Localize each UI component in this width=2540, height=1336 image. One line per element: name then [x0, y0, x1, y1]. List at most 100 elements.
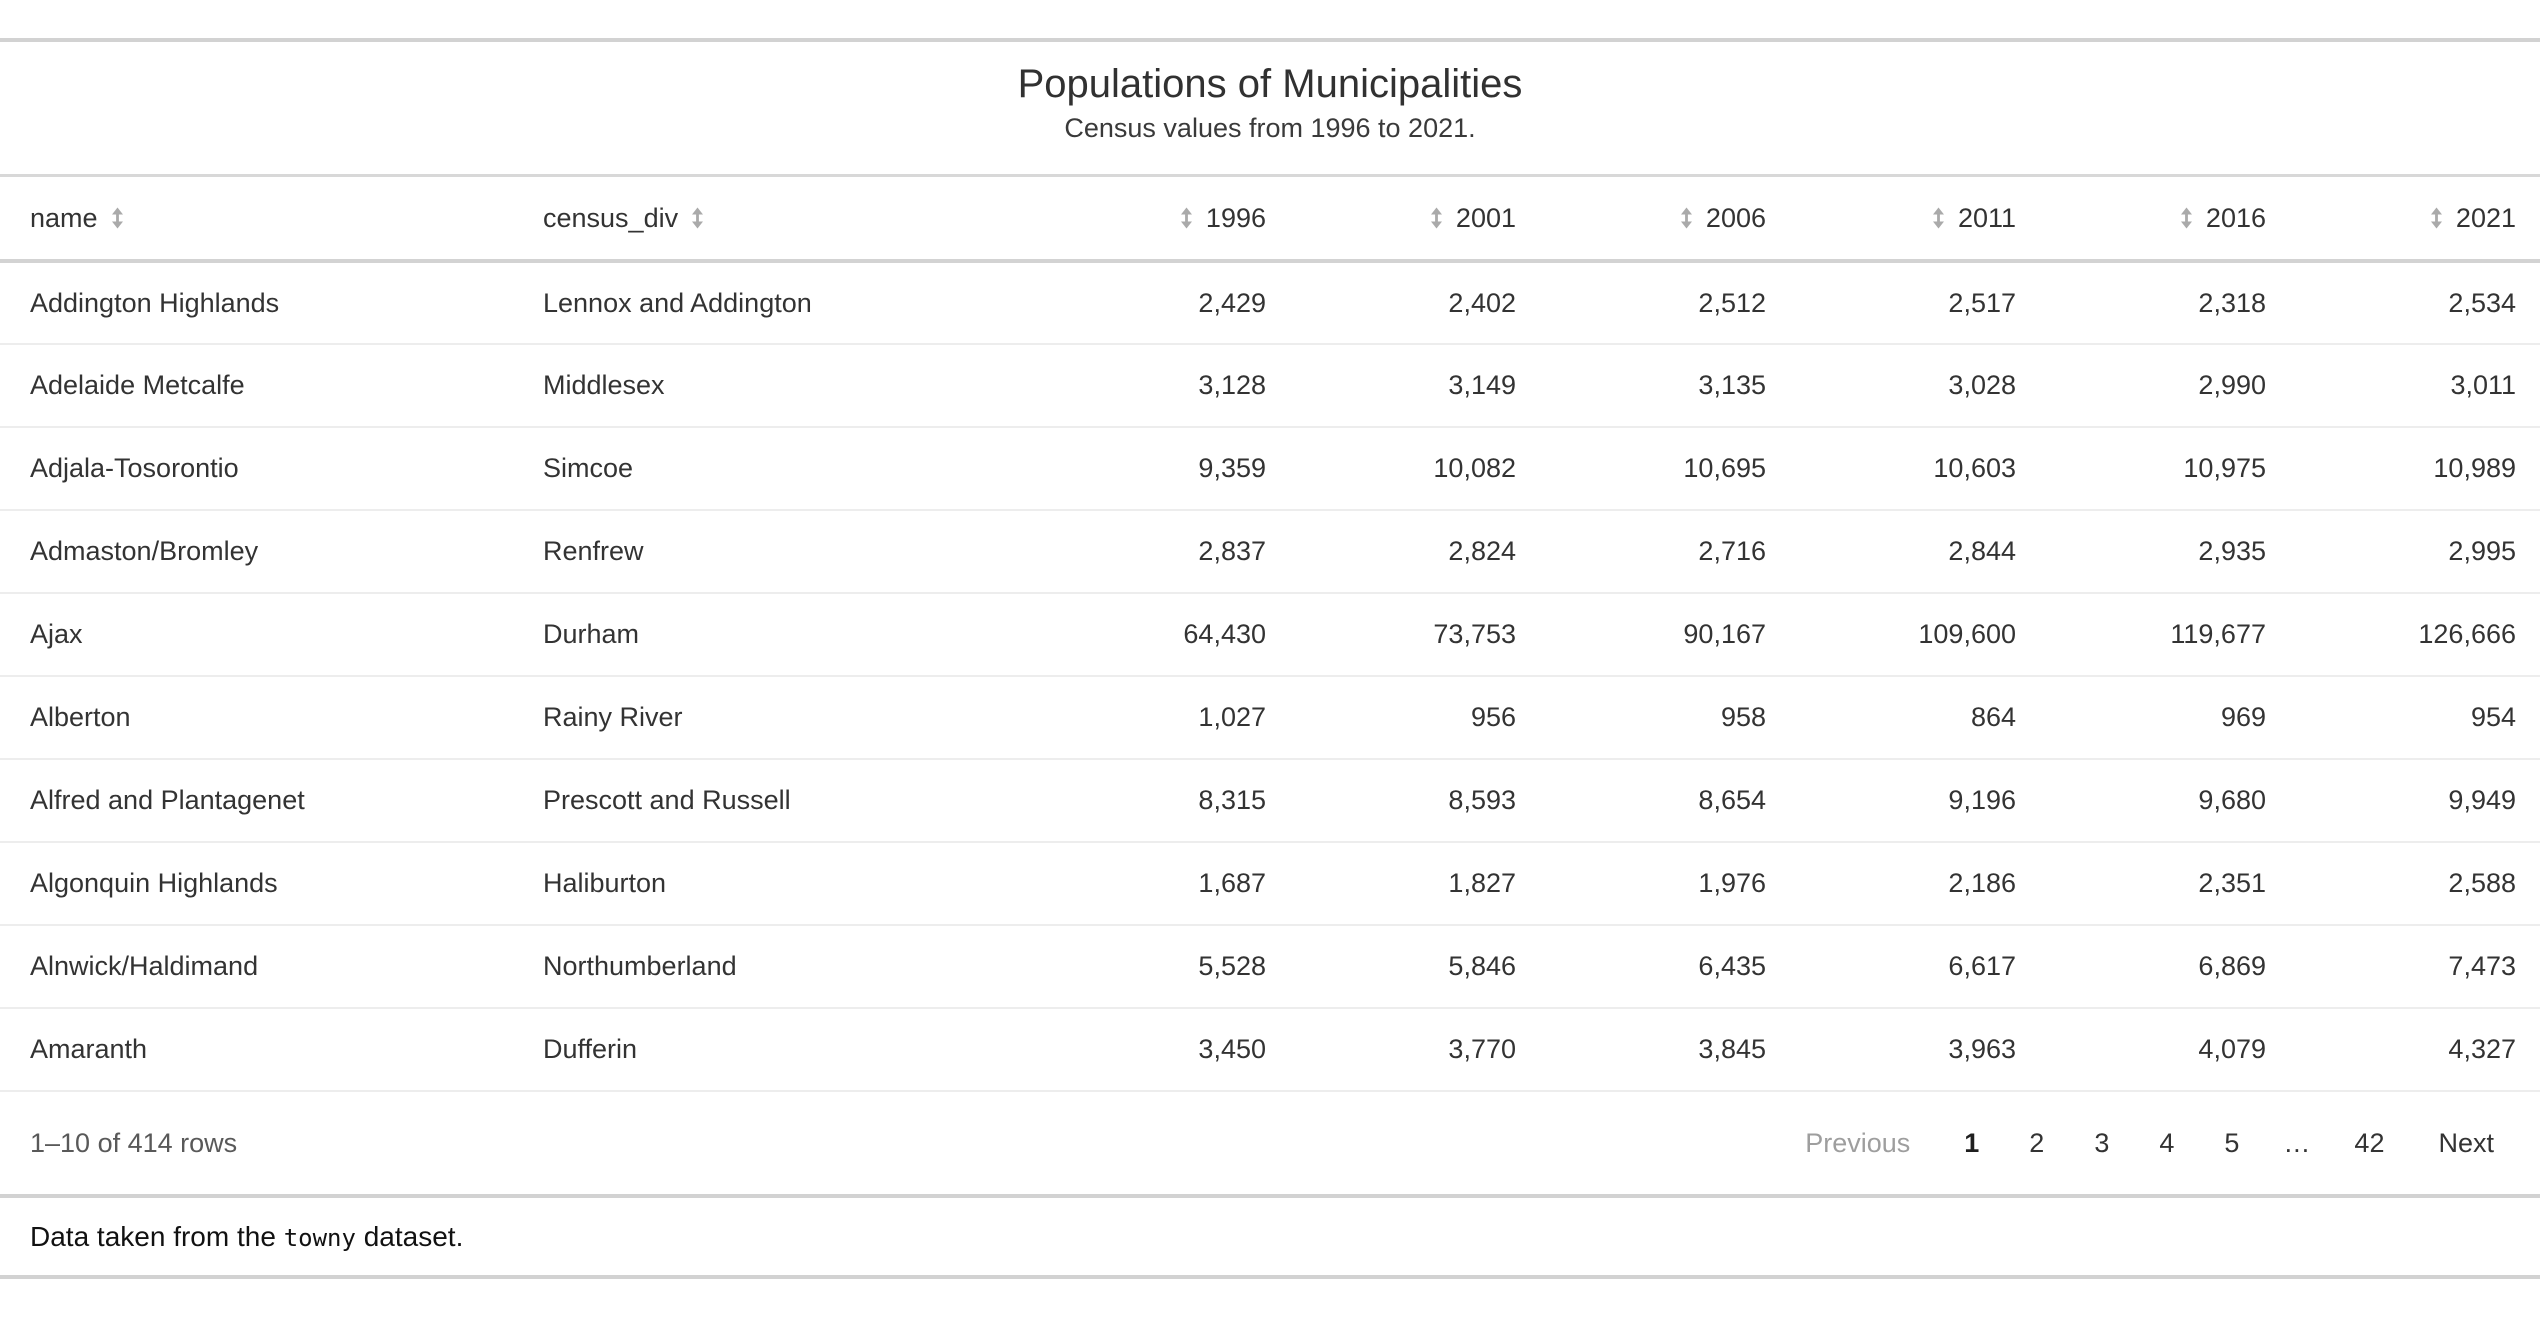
cell-2011: 2,517 [1790, 261, 2040, 345]
source-note: Data taken from the towny dataset. [0, 1198, 2540, 1279]
page-button-3[interactable]: 3 [2088, 1129, 2115, 1157]
column-label: 1996 [1205, 202, 1266, 233]
cell-1996: 64,430 [1040, 593, 1290, 677]
cell-census_div: Durham [513, 593, 1040, 677]
cell-name: Ajax [0, 593, 513, 677]
cell-2016: 10,975 [2040, 427, 2290, 511]
table-row: Algonquin Highlands Haliburton 1,687 1,827 1… [0, 842, 2540, 926]
column-header-name[interactable]: name [0, 177, 513, 263]
sort-icon [1680, 207, 1692, 229]
table-row: Amaranth Dufferin 3,450 3,770 3,845 3,963 4,07… [0, 1008, 2540, 1092]
cell-2021: 2,995 [2290, 510, 2540, 594]
cell-2016: 2,990 [2040, 344, 2290, 428]
source-note-text: Data taken from the towny dataset. [30, 1220, 464, 1252]
cell-2021: 954 [2290, 676, 2540, 760]
cell-1996: 1,027 [1040, 676, 1290, 760]
cell-2016: 2,318 [2040, 261, 2290, 345]
sort-icon [2430, 207, 2442, 229]
next-page-button[interactable]: Next [2428, 1129, 2500, 1157]
cell-2011: 3,963 [1790, 1008, 2040, 1092]
cell-2001: 3,149 [1290, 344, 1540, 428]
municipalities-table: name census_div 1996 2001 2006 2011 2016… [0, 177, 2540, 1092]
cell-2006: 8,654 [1540, 759, 1790, 843]
cell-census_div: Rainy River [513, 676, 1040, 760]
column-label: census_div [543, 202, 679, 233]
cell-1996: 1,687 [1040, 842, 1290, 926]
cell-2021: 3,011 [2290, 344, 2540, 428]
cell-1996: 9,359 [1040, 427, 1290, 511]
table-row: Alnwick/Haldimand Northumberland 5,528 5,84… [0, 925, 2540, 1009]
column-header-2016[interactable]: 2016 [2040, 177, 2290, 263]
cell-2011: 6,617 [1790, 925, 2040, 1009]
table-row: Alfred and Plantagenet Prescott and Russe… [0, 759, 2540, 843]
sort-icon [1180, 207, 1192, 229]
sort-icon [111, 207, 123, 229]
cell-2021: 9,949 [2290, 759, 2540, 843]
cell-name: Adelaide Metcalfe [0, 344, 513, 428]
column-label: 2001 [1455, 202, 1516, 233]
cell-2021: 126,666 [2290, 593, 2540, 677]
cell-census_div: Prescott and Russell [513, 759, 1040, 843]
cell-name: Addington Highlands [0, 261, 513, 345]
cell-2016: 6,869 [2040, 925, 2290, 1009]
cell-2006: 90,167 [1540, 593, 1790, 677]
cell-2006: 6,435 [1540, 925, 1790, 1009]
cell-1996: 8,315 [1040, 759, 1290, 843]
cell-name: Alberton [0, 676, 513, 760]
table-title: Populations of Municipalities [1017, 62, 1523, 106]
cell-2001: 8,593 [1290, 759, 1540, 843]
header-row: name census_div 1996 2001 2006 2011 2016… [0, 177, 2540, 263]
cell-2006: 2,716 [1540, 510, 1790, 594]
column-label: 2011 [1957, 202, 2016, 233]
cell-2011: 9,196 [1790, 759, 2040, 843]
cell-2001: 3,770 [1290, 1008, 1540, 1092]
pagination-controls: Previous 1 2 3 4 5 … 42 Next [1799, 1129, 2500, 1157]
cell-2001: 2,824 [1290, 510, 1540, 594]
cell-2021: 10,989 [2290, 427, 2540, 511]
cell-census_div: Northumberland [513, 925, 1040, 1009]
table-body: Addington Highlands Lennox and Addington 2… [0, 261, 2540, 1092]
cell-2001: 10,082 [1290, 427, 1540, 511]
column-header-2001[interactable]: 2001 [1290, 177, 1540, 263]
cell-1996: 2,429 [1040, 261, 1290, 345]
page-button-5[interactable]: 5 [2218, 1129, 2245, 1157]
column-header-census_div[interactable]: census_div [513, 177, 1040, 263]
cell-2011: 10,603 [1790, 427, 2040, 511]
cell-2006: 3,845 [1540, 1008, 1790, 1092]
cell-2011: 864 [1790, 676, 2040, 760]
cell-name: Algonquin Highlands [0, 842, 513, 926]
cell-census_div: Renfrew [513, 510, 1040, 594]
cell-2006: 2,512 [1540, 261, 1790, 345]
cell-2016: 9,680 [2040, 759, 2290, 843]
page-button-4[interactable]: 4 [2153, 1129, 2180, 1157]
table-row: Adjala-Tosorontio Simcoe 9,359 10,082 10,695… [0, 427, 2540, 511]
pagination-bar: 1–10 of 414 rows Previous 1 2 3 4 5 … 42 Next [0, 1092, 2540, 1198]
cell-name: Adjala-Tosorontio [0, 427, 513, 511]
column-header-2006[interactable]: 2006 [1540, 177, 1790, 263]
cell-name: Alfred and Plantagenet [0, 759, 513, 843]
table-row: Alberton Rainy River 1,027 956 958 864 969 954 [0, 676, 2540, 760]
table-row: Ajax Durham 64,430 73,753 90,167 109,600 119,6… [0, 593, 2540, 677]
cell-2001: 1,827 [1290, 842, 1540, 926]
cell-2006: 1,976 [1540, 842, 1790, 926]
page-button-2[interactable]: 2 [2023, 1129, 2050, 1157]
column-header-2011[interactable]: 2011 [1790, 177, 2040, 263]
page-info: 1–10 of 414 rows [30, 1127, 238, 1158]
sort-icon [2180, 207, 2192, 229]
page-button-1[interactable]: 1 [1958, 1129, 1985, 1157]
cell-2016: 2,351 [2040, 842, 2290, 926]
cell-1996: 3,128 [1040, 344, 1290, 428]
cell-2011: 2,844 [1790, 510, 2040, 594]
previous-page-button[interactable]: Previous [1799, 1129, 1920, 1157]
pagination-pages: 1 2 3 4 5 … 42 [1958, 1129, 2390, 1157]
cell-census_div: Lennox and Addington [513, 261, 1040, 345]
column-header-2021[interactable]: 2021 [2290, 177, 2540, 263]
sort-icon [1430, 207, 1442, 229]
cell-2001: 2,402 [1290, 261, 1540, 345]
cell-2011: 2,186 [1790, 842, 2040, 926]
column-header-1996[interactable]: 1996 [1040, 177, 1290, 263]
dataset-name-code: towny [283, 1223, 356, 1252]
column-label: name [30, 202, 98, 233]
page-button-42[interactable]: 42 [2348, 1129, 2390, 1157]
